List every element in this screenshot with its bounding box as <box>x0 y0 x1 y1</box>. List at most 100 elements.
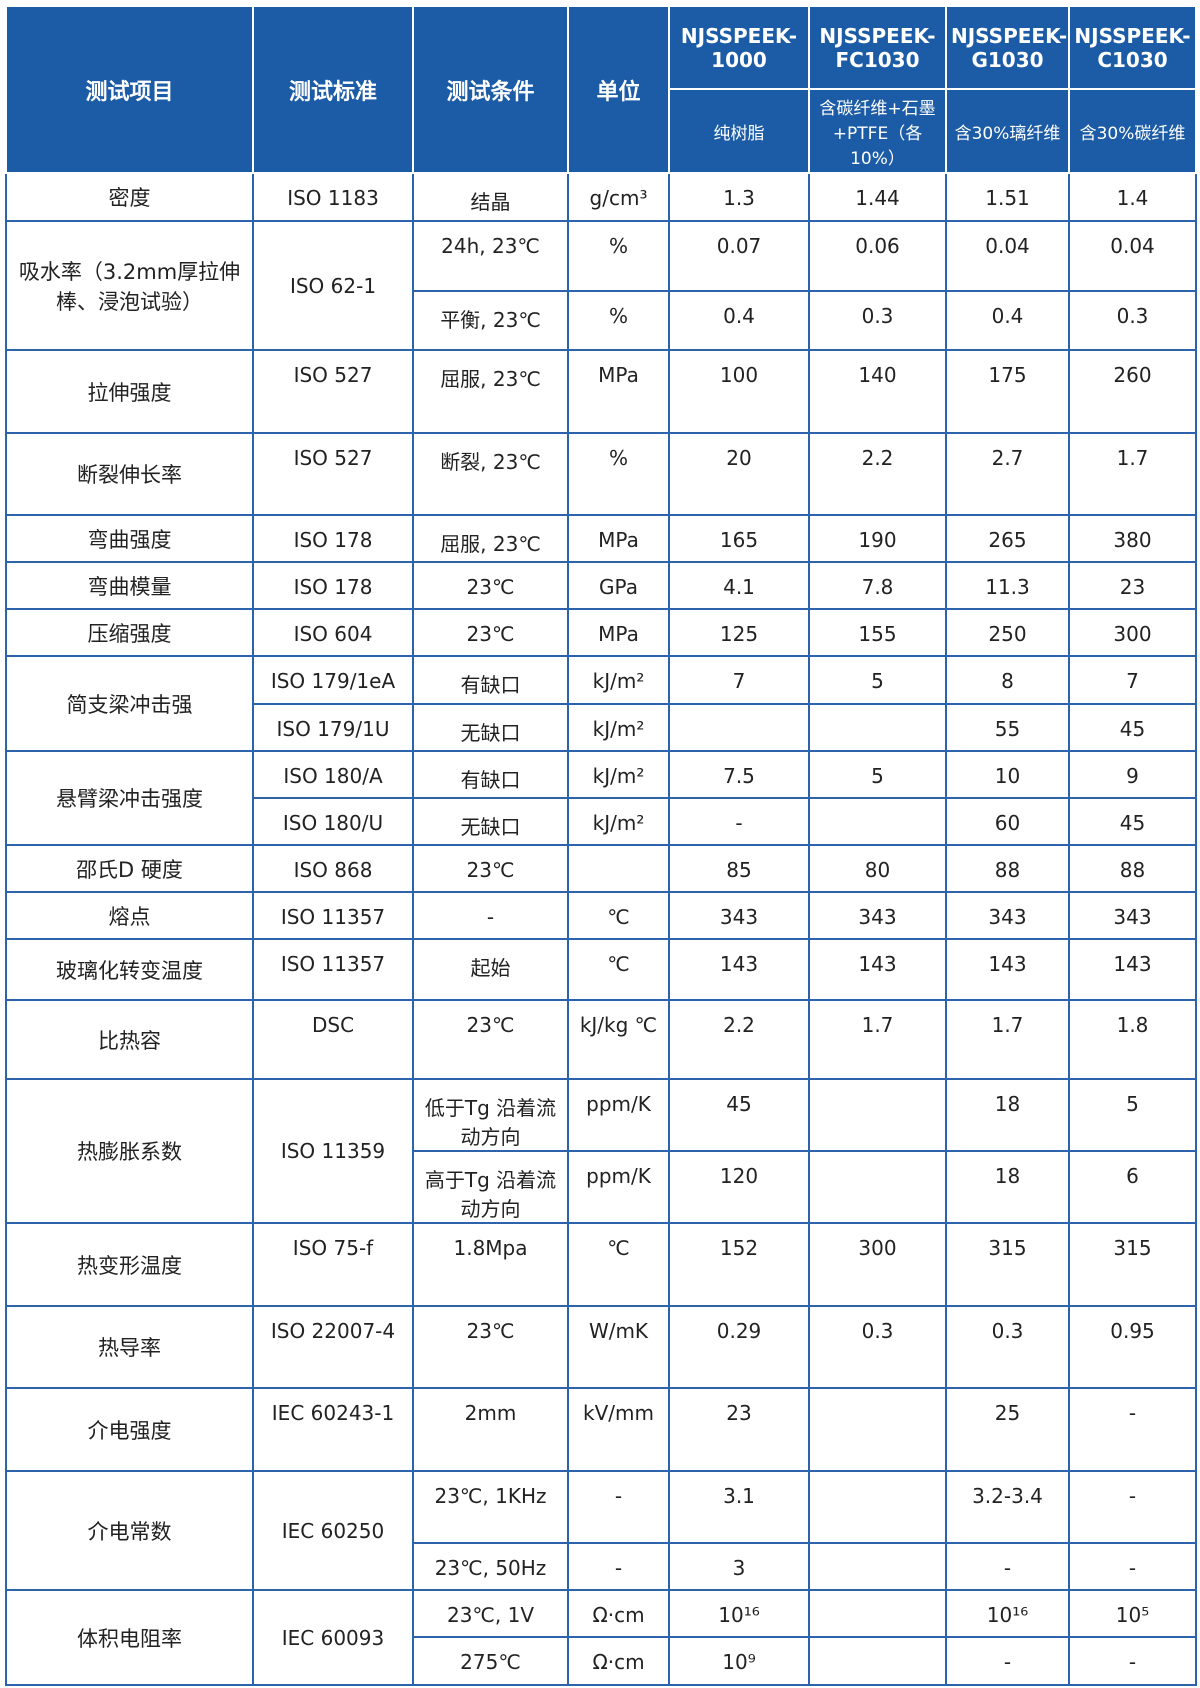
product-name: NJSSPEEK-G1030 <box>945 5 1070 90</box>
test-standard: ISO 178 <box>252 561 414 610</box>
unit: Ω·cm <box>567 1636 670 1686</box>
value-cell: 343 <box>668 891 810 940</box>
unit: MPa <box>567 514 670 563</box>
test-condition: 23℃ <box>412 844 569 893</box>
test-standard: ISO 178 <box>252 514 414 563</box>
value-cell: 143 <box>945 938 1070 1001</box>
unit: kJ/m² <box>567 655 670 705</box>
value-cell: 7.8 <box>808 561 947 610</box>
value-cell: 100 <box>668 349 810 434</box>
test-item: 密度 <box>5 172 254 222</box>
unit: ppm/K <box>567 1150 670 1224</box>
value-cell: 85 <box>668 844 810 893</box>
value-cell: 380 <box>1068 514 1197 563</box>
table-row: 玻璃化转变温度 ISO 11357 起始 ℃ 143 143 143 143 <box>5 938 1197 1001</box>
value-cell: 10⁹ <box>668 1636 810 1686</box>
value-cell: 190 <box>808 514 947 563</box>
test-condition: 23℃, 50Hz <box>412 1542 569 1591</box>
table-row: 介电强度 IEC 60243-1 2mm kV/mm 23 25- <box>5 1387 1197 1472</box>
value-cell: 10¹⁶ <box>668 1589 810 1638</box>
value-cell: 143 <box>1068 938 1197 1001</box>
value-cell: 0.3 <box>1068 290 1197 351</box>
unit: Ω·cm <box>567 1589 670 1638</box>
unit: kJ/m² <box>567 703 670 752</box>
value-cell: 0.04 <box>945 220 1070 292</box>
value-cell: 3 <box>668 1542 810 1591</box>
value-cell: 25 <box>945 1387 1070 1472</box>
unit: g/cm³ <box>567 172 670 222</box>
value-cell <box>808 1078 947 1152</box>
table-row: ISO 179/1U 无缺口 kJ/m² 55 45 <box>6 703 1197 752</box>
test-standard: ISO 527 <box>252 432 414 516</box>
value-cell: 55 <box>945 703 1070 752</box>
test-standard: ISO 868 <box>252 844 414 893</box>
value-cell: 5 <box>808 750 947 799</box>
test-standard: ISO 180/A <box>252 750 414 799</box>
table-row: 介电常数 IEC 60250 23℃, 1KHz -3.1 3.2-3.4- <box>5 1470 1197 1591</box>
test-condition: 有缺口 <box>412 750 569 799</box>
value-cell: 45 <box>1068 797 1197 846</box>
table-row: 压缩强度 ISO 604 23℃ MPa 125 155 250 300 <box>5 608 1197 657</box>
value-cell: 88 <box>1068 844 1197 893</box>
value-cell: 343 <box>808 891 947 940</box>
value-cell: 3.2-3.4 <box>945 1470 1070 1544</box>
unit: kJ/m² <box>567 750 670 799</box>
value-cell: 23 <box>1068 561 1197 610</box>
unit: kJ/kg ℃ <box>567 999 670 1080</box>
table-row: 断裂伸长率 ISO 527 断裂, 23℃% 20 2.2 2.7 1.7 <box>5 432 1197 516</box>
test-condition: 23℃ <box>412 608 569 657</box>
test-condition: 平衡, 23℃ <box>412 290 569 351</box>
test-item: 介电常数 <box>5 1470 254 1591</box>
header-row: 纯树脂 含碳纤维+石墨+PTFE（各10%） 含30%璃纤维 含30%碳纤维 <box>6 88 1197 174</box>
value-cell: 300 <box>1068 608 1197 657</box>
test-standard: ISO 604 <box>252 608 414 657</box>
value-cell: 343 <box>945 891 1070 940</box>
test-condition: 2mm <box>412 1387 569 1472</box>
value-cell: 0.3 <box>808 290 947 351</box>
test-condition: 结晶 <box>412 172 569 222</box>
test-condition: 屈服, 23℃ <box>412 349 569 434</box>
table-row: 23℃, 50Hz -3- - <box>6 1542 1197 1591</box>
product-desc: 含30%碳纤维 <box>1068 88 1197 174</box>
test-standard: IEC 60250 <box>252 1470 414 1591</box>
test-standard: ISO 75-f <box>252 1222 414 1307</box>
unit: GPa <box>567 561 670 610</box>
table-row: 弯曲强度 ISO 178 屈服, 23℃ MPa 165 190 265 380 <box>5 514 1197 563</box>
test-item: 介电强度 <box>5 1387 254 1472</box>
test-item: 热膨胀系数 <box>5 1078 254 1224</box>
test-item: 体积电阻率 <box>5 1589 254 1686</box>
value-cell: 18 <box>945 1150 1070 1224</box>
value-cell: - <box>945 1636 1070 1686</box>
unit: W/mK <box>567 1305 670 1389</box>
test-standard: IEC 60243-1 <box>252 1387 414 1472</box>
test-item: 悬臂梁冲击强度 <box>5 750 254 846</box>
test-standard: ISO 11357 <box>252 891 414 940</box>
unit: MPa <box>567 608 670 657</box>
table-row: 热导率 ISO 22007-4 23℃ W/mK 0.29 0.3 0.3 0.95 <box>5 1305 1197 1389</box>
test-condition: 高于Tg 沿着流动方向 <box>412 1150 569 1224</box>
value-cell: 0.04 <box>1068 220 1197 292</box>
value-cell: 5 <box>808 655 947 705</box>
value-cell: 3.1 <box>668 1470 810 1544</box>
value-cell <box>668 703 810 752</box>
test-condition: 起始 <box>412 938 569 1001</box>
value-cell: - <box>1068 1636 1197 1686</box>
value-cell: 7 <box>1068 655 1197 705</box>
unit: MPa <box>567 349 670 434</box>
value-cell: 2.7 <box>945 432 1070 516</box>
table-header: 测试项目 测试标准 测试条件 单位 NJSSPEEK-1000 NJSSPEEK-FC10… <box>5 5 1197 174</box>
value-cell: 10 <box>945 750 1070 799</box>
table-row: 平衡, 23℃% 0.4 0.3 0.4 0.3 <box>6 290 1197 351</box>
value-cell: 7 <box>668 655 810 705</box>
value-cell: 0.29 <box>668 1305 810 1389</box>
unit: - <box>567 1542 670 1591</box>
test-standard: ISO 179/1U <box>252 703 414 752</box>
test-item: 玻璃化转变温度 <box>5 938 254 1001</box>
value-cell: 45 <box>668 1078 810 1152</box>
column-header: 测试条件 <box>412 5 569 174</box>
value-cell <box>808 1542 947 1591</box>
product-name: NJSSPEEK-FC1030 <box>808 5 947 90</box>
value-cell: 1.51 <box>945 172 1070 222</box>
test-item: 压缩强度 <box>5 608 254 657</box>
product-desc: 含30%璃纤维 <box>945 88 1070 174</box>
